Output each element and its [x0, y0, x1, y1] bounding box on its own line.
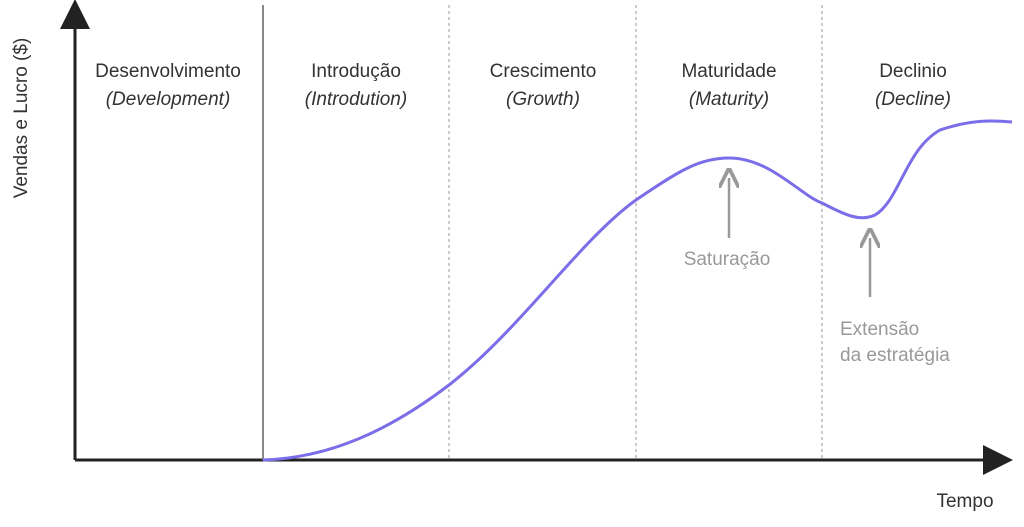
x-axis-label: Tempo	[936, 491, 993, 512]
stage-label: Maturidade	[681, 61, 776, 82]
stage-english: (Decline)	[875, 89, 951, 110]
annotation: Extensão	[840, 319, 919, 340]
stage-label: Introdução	[311, 61, 401, 82]
stage-label: Crescimento	[490, 61, 597, 82]
y-axis-label: Vendas e Lucro ($)	[11, 38, 32, 199]
annotation: da estratégia	[840, 345, 950, 366]
stage-label: Declinio	[879, 61, 947, 82]
stage-english: (Maturity)	[689, 89, 769, 110]
stage-label: Desenvolvimento	[95, 61, 241, 82]
stage-english: (Development)	[106, 89, 231, 110]
stage-english: (Growth)	[506, 89, 580, 110]
annotation: Saturação	[684, 249, 771, 270]
stage-english: (Introdution)	[305, 89, 407, 110]
sales-curve	[262, 119, 1013, 462]
